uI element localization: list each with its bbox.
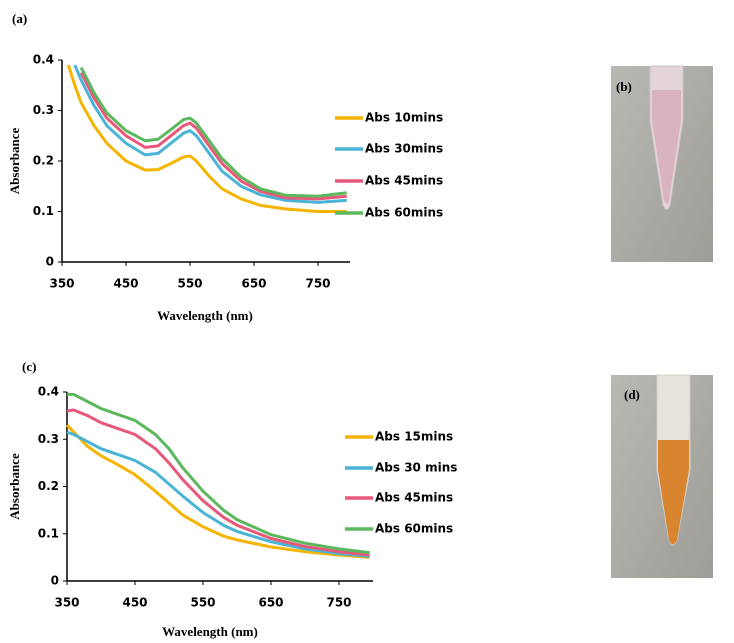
y-tick-label: 0.4 bbox=[33, 53, 54, 67]
y-tick-label: 0.2 bbox=[38, 479, 59, 493]
y-tick-label: 0.3 bbox=[33, 103, 54, 117]
panel-label: (d) bbox=[624, 387, 640, 402]
x-tick-label: 750 bbox=[305, 277, 330, 291]
series-line bbox=[66, 408, 370, 557]
legend-label: Abs 60mins bbox=[365, 206, 443, 220]
y-tick-label: 0.2 bbox=[33, 154, 54, 168]
x-tick-label: 350 bbox=[54, 596, 79, 610]
photo-b: (b) bbox=[611, 65, 713, 262]
x-tick-label: 650 bbox=[241, 277, 266, 291]
x-tick-label: 650 bbox=[258, 596, 283, 610]
photo-d: (d) bbox=[611, 374, 713, 578]
series-line bbox=[79, 66, 347, 198]
legend-label: Abs 30 mins bbox=[375, 461, 457, 475]
series-line bbox=[66, 64, 347, 213]
chart: (a) 0 0.1 0.2 0.3 0.4 350 450 550 650 750 Wavelengt… bbox=[7, 11, 443, 323]
panel-label: (a) bbox=[12, 11, 27, 26]
x-tick-label: 750 bbox=[326, 596, 351, 610]
legend-label: Abs 45mins bbox=[365, 174, 443, 188]
legend-label: Abs 45mins bbox=[375, 491, 453, 505]
y-tick-label: 0.1 bbox=[38, 526, 59, 540]
legend-label: Abs 60mins bbox=[375, 522, 453, 536]
panel-label: (c) bbox=[22, 359, 36, 374]
x-tick-label: 450 bbox=[122, 596, 147, 610]
legend-label: Abs 15mins bbox=[375, 430, 453, 444]
series-line bbox=[66, 430, 370, 558]
x-tick-label: 550 bbox=[177, 277, 202, 291]
y-tick-label: 0.1 bbox=[33, 204, 54, 218]
y-axis-label: Absorbance bbox=[7, 453, 22, 520]
y-tick-label: 0 bbox=[46, 255, 54, 269]
series-line bbox=[67, 392, 370, 555]
x-tick-label: 450 bbox=[113, 277, 138, 291]
series-line bbox=[65, 424, 370, 559]
y-axis-label: Absorbance bbox=[7, 128, 22, 195]
legend-label: Abs 30mins bbox=[365, 142, 443, 156]
legend-label: Abs 10mins bbox=[365, 111, 443, 125]
chart: (c) 0 0.1 0.2 0.3 0.4 350 450 550 650 750 Wavelengt… bbox=[7, 359, 457, 639]
x-axis-label: Wavelength (nm) bbox=[157, 308, 253, 323]
y-tick-label: 0.3 bbox=[38, 432, 59, 446]
x-tick-label: 350 bbox=[49, 277, 74, 291]
series-line bbox=[73, 64, 347, 204]
x-tick-label: 550 bbox=[190, 596, 215, 610]
y-tick-label: 0 bbox=[51, 574, 59, 588]
x-axis-label: Wavelength (nm) bbox=[162, 624, 258, 639]
panel-label: (b) bbox=[616, 79, 632, 94]
series-line bbox=[79, 71, 347, 201]
y-tick-label: 0.4 bbox=[38, 385, 59, 399]
